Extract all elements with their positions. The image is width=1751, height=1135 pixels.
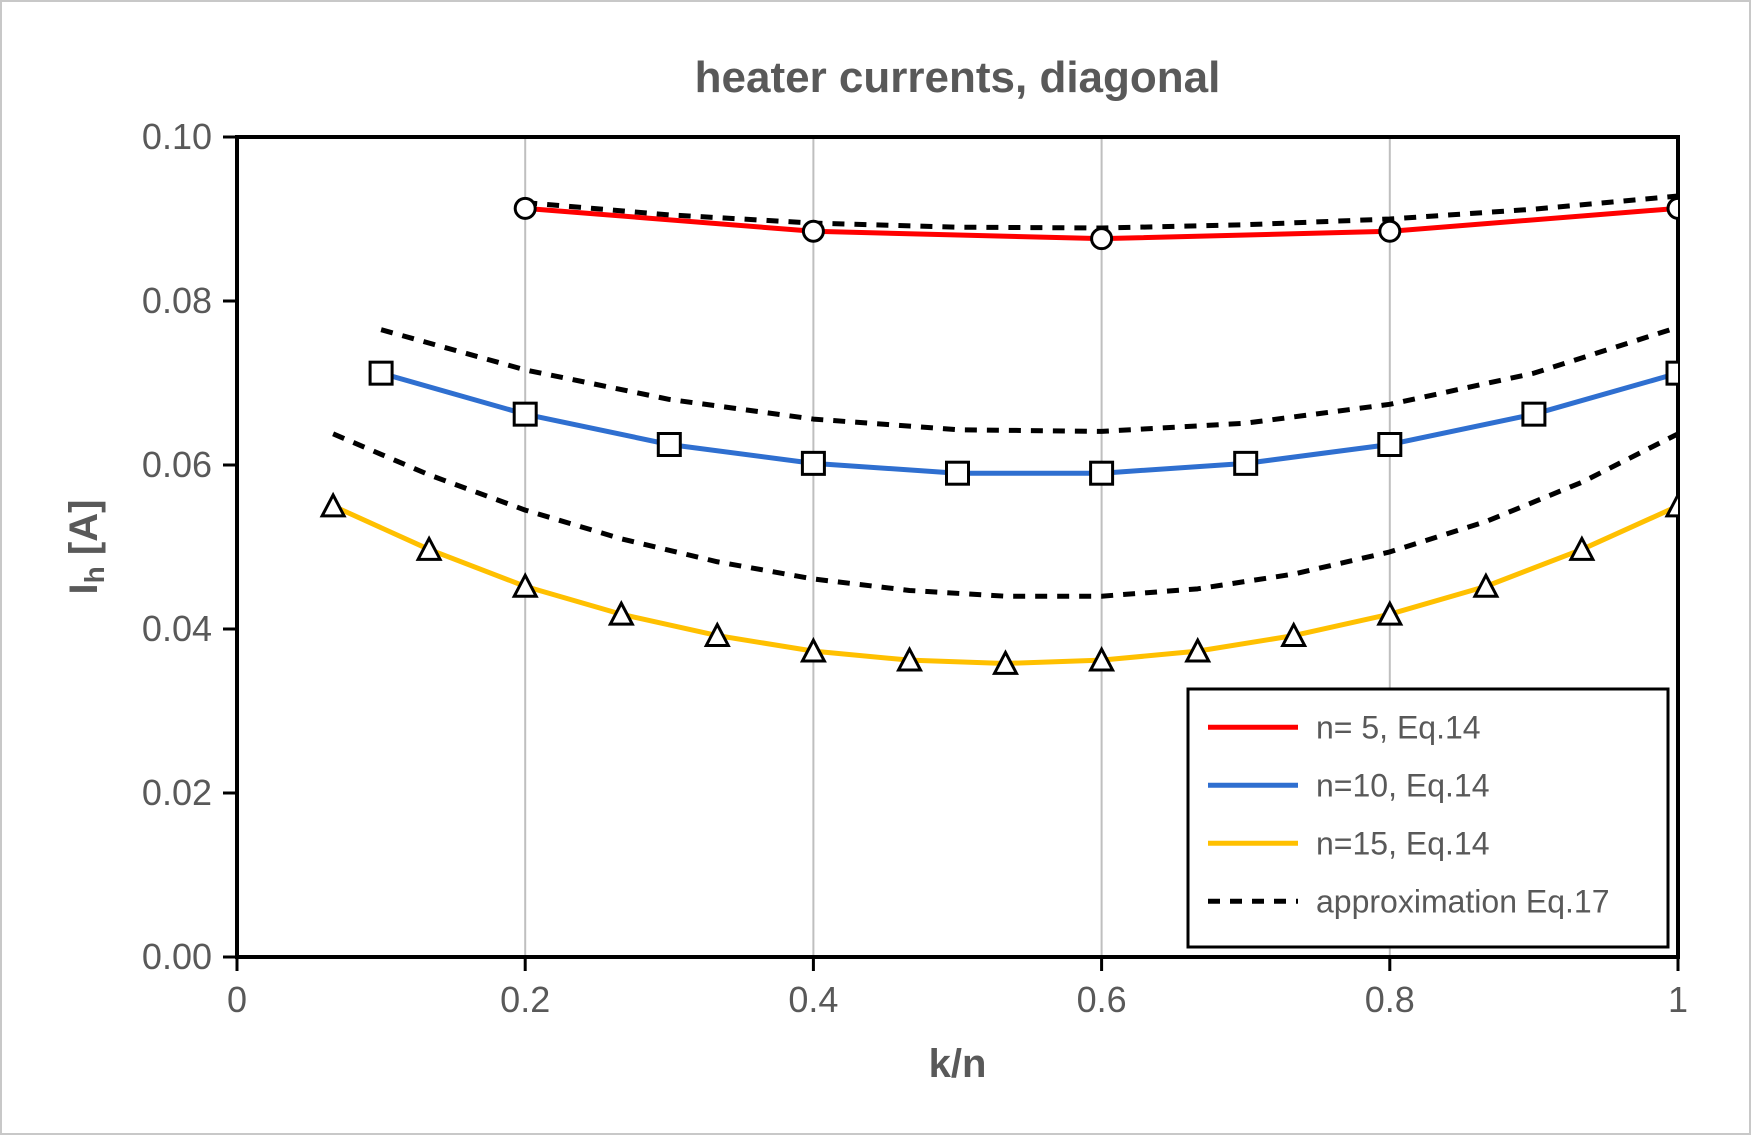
svg-text:k/n: k/n xyxy=(929,1042,987,1086)
svg-text:0.00: 0.00 xyxy=(142,936,212,977)
chart-container: heater currents, diagonal 0 0.2 0.4 0.6 0.8 1 k… xyxy=(0,0,1751,1135)
svg-text:0.08: 0.08 xyxy=(142,280,212,321)
svg-text:approximation Eq.17: approximation Eq.17 xyxy=(1316,883,1610,919)
svg-text:0.02: 0.02 xyxy=(142,772,212,813)
svg-text:0.8: 0.8 xyxy=(1365,979,1415,1020)
svg-text:0.2: 0.2 xyxy=(500,979,550,1020)
svg-text:0.06: 0.06 xyxy=(142,444,212,485)
svg-text:heater currents, diagonal: heater currents, diagonal xyxy=(695,53,1221,102)
svg-text:n= 5, Eq.14: n= 5, Eq.14 xyxy=(1316,709,1481,745)
svg-text:n=15, Eq.14: n=15, Eq.14 xyxy=(1316,825,1489,861)
legend: n= 5, Eq.14 n=10, Eq.14 n=15, Eq.14 approxi… xyxy=(1188,689,1668,947)
chart-canvas: heater currents, diagonal 0 0.2 0.4 0.6 0.8 1 k… xyxy=(37,22,1714,1113)
svg-text:0.04: 0.04 xyxy=(142,608,212,649)
svg-text:n=10, Eq.14: n=10, Eq.14 xyxy=(1316,767,1489,803)
svg-text:0: 0 xyxy=(227,979,247,1020)
svg-text:0.4: 0.4 xyxy=(788,979,838,1020)
svg-text:0.10: 0.10 xyxy=(142,116,212,157)
svg-text:1: 1 xyxy=(1668,979,1688,1020)
svg-text:0.6: 0.6 xyxy=(1077,979,1127,1020)
chart-svg: heater currents, diagonal 0 0.2 0.4 0.6 0.8 1 k… xyxy=(37,22,1718,1117)
